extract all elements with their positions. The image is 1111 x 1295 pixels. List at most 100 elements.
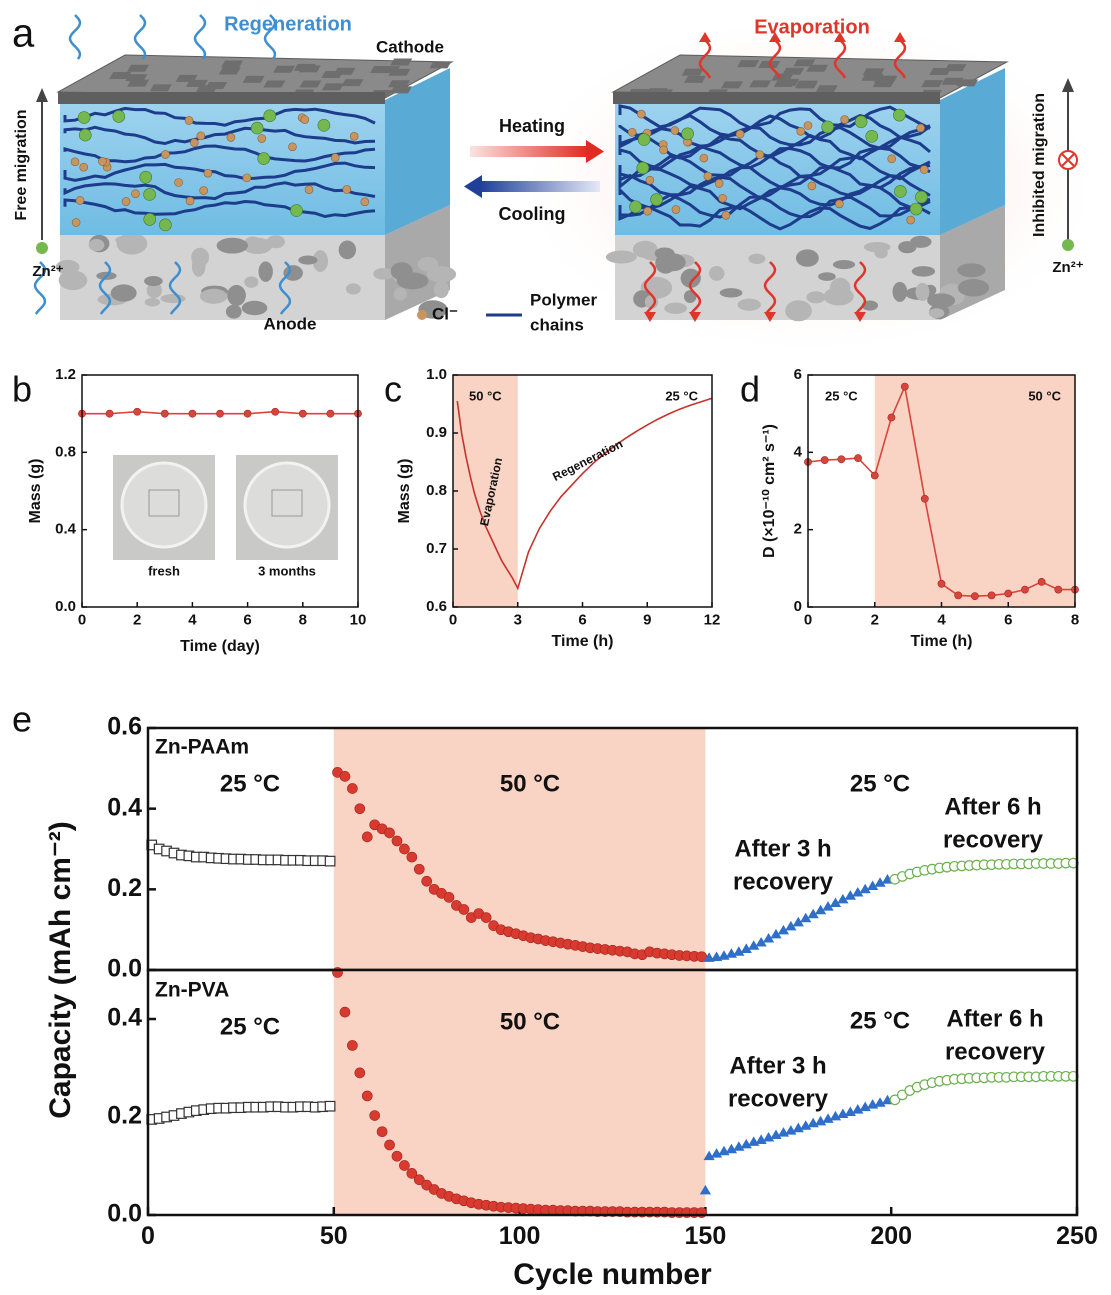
panel-label: e	[12, 699, 32, 740]
data-point	[954, 591, 963, 600]
chloride-ion	[703, 171, 713, 181]
data-point	[1021, 585, 1029, 594]
region-label: 50 °C	[1028, 388, 1061, 403]
plot-frame	[81, 374, 359, 608]
anode-grain	[58, 270, 88, 291]
anode-grain	[829, 277, 851, 299]
data-point	[413, 1174, 425, 1186]
data-point	[937, 579, 946, 588]
x-tick-label: 6	[243, 611, 251, 628]
label: Anode	[264, 314, 317, 333]
data-point	[339, 771, 351, 782]
cathode-flake	[185, 79, 208, 87]
y-tick-label: 0.0	[107, 1200, 142, 1228]
zinc-ion	[159, 218, 172, 232]
anode-grain	[927, 293, 956, 308]
data-point	[785, 920, 797, 931]
inset-square	[148, 489, 180, 517]
anode-grain	[708, 265, 725, 281]
anode-grain	[719, 288, 743, 298]
inset-label: 3 months	[258, 563, 316, 578]
zinc-ion	[290, 204, 303, 217]
anode-grain	[863, 242, 891, 253]
zinc-ion	[865, 130, 879, 143]
chloride-ion	[288, 142, 297, 152]
vapor-wave	[278, 261, 292, 315]
vapor-wave	[688, 261, 702, 315]
anode-grain	[373, 267, 394, 280]
chloride-ion	[98, 157, 107, 166]
cathode-front	[613, 92, 940, 104]
anode-grain	[244, 276, 259, 288]
anode-grain	[146, 282, 162, 299]
chloride-ion	[242, 173, 252, 183]
gel-side	[940, 68, 1005, 235]
data-point	[243, 409, 252, 418]
annotation: 25 °C	[220, 1013, 280, 1040]
label: Cooling	[499, 204, 566, 224]
data-point	[699, 1184, 711, 1195]
cathode-flake	[127, 79, 150, 87]
polymer-chain	[63, 161, 376, 182]
chloride-ion	[807, 181, 817, 191]
data-point	[188, 409, 197, 418]
cathode-flake	[815, 85, 838, 93]
data-point	[859, 1101, 871, 1112]
cathode-flake	[793, 59, 816, 67]
x-tick-label: 6	[578, 611, 586, 628]
x-tick-label: 12	[704, 611, 721, 628]
data-point	[762, 1131, 775, 1142]
chloride-ion	[906, 215, 915, 225]
cathode-flake	[221, 60, 244, 68]
arrowhead	[36, 88, 48, 102]
cathode-flake	[806, 64, 829, 72]
cathode-flake	[127, 64, 150, 72]
cathode-flake	[429, 61, 452, 69]
cathode-flake	[293, 63, 316, 71]
y-tick-label: 0.8	[55, 443, 76, 460]
chloride-ion	[185, 196, 195, 206]
anode-grain	[346, 283, 361, 295]
data-point	[1054, 585, 1063, 594]
chloride-ion	[79, 162, 88, 172]
chloride-ion	[199, 186, 208, 195]
region-label: 50 °C	[469, 388, 502, 403]
data-point	[874, 1097, 886, 1107]
chloride-ion	[196, 131, 206, 141]
data-point	[324, 1100, 336, 1112]
x-axis-label: Cycle number	[513, 1258, 712, 1291]
chloride-ion	[226, 133, 236, 142]
zinc-ion	[893, 108, 906, 122]
zinc-ion	[915, 190, 928, 204]
cathode-flake	[782, 67, 805, 75]
data-point	[814, 904, 827, 915]
y-tick-label: 0.4	[107, 1004, 142, 1032]
zinc-ion	[681, 127, 694, 141]
zinc-ion	[636, 161, 650, 175]
zinc-ion	[139, 170, 153, 184]
anode-grain	[312, 250, 329, 272]
anode-grain	[806, 291, 826, 304]
shaded-region	[874, 375, 1075, 607]
data-point	[384, 1139, 395, 1151]
annotation: recovery	[945, 1038, 1046, 1065]
chloride-ion	[71, 218, 81, 227]
annotation: 25 °C	[220, 770, 280, 797]
data-point	[740, 943, 752, 953]
chloride-ion	[131, 189, 140, 199]
anode-grain	[338, 240, 357, 260]
data-point	[326, 409, 335, 418]
data-point	[347, 783, 358, 794]
chloride-ion	[887, 154, 897, 164]
cathode-flake	[299, 80, 322, 88]
chloride-ion	[714, 179, 724, 188]
zinc-ion	[78, 128, 92, 142]
cathode-flake	[109, 71, 132, 79]
cathode-flake	[737, 60, 760, 68]
anode-grain	[199, 288, 228, 304]
cathode-flake	[720, 81, 743, 89]
anode-grain	[393, 287, 407, 301]
annotation: Zn-PAAm	[155, 736, 249, 759]
annotation: recovery	[728, 1085, 829, 1112]
